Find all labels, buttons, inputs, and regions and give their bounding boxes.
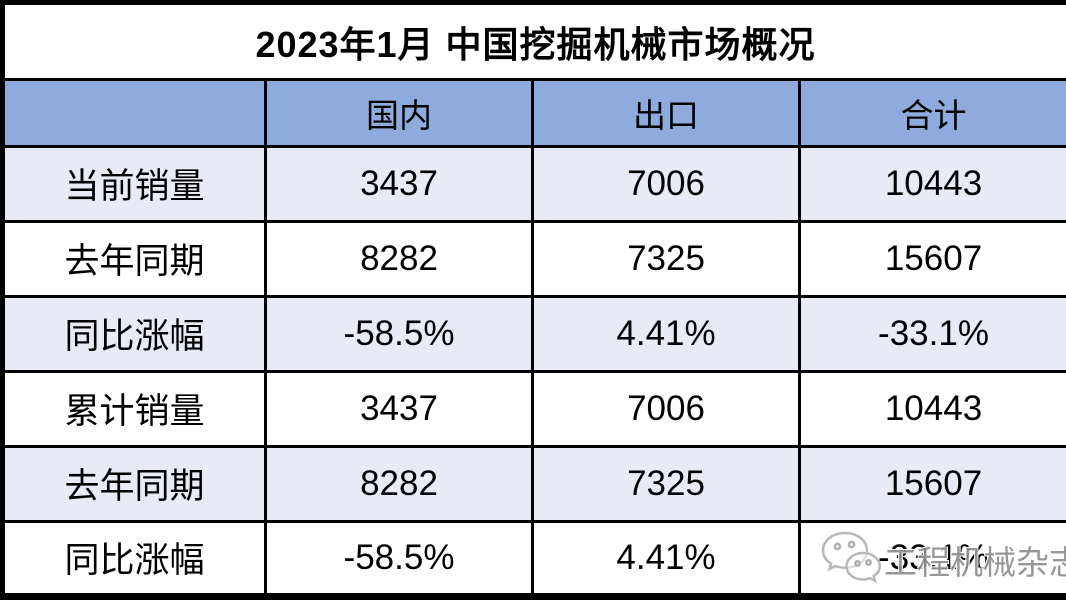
row-label: 同比涨幅	[0, 519, 267, 600]
table-row-last-year-same-period-1: 去年同期 8282 7325 15607	[0, 219, 1066, 298]
row-label: 当前销量	[0, 144, 267, 223]
cell-yoy2-export: 4.41%	[531, 519, 801, 600]
cell-yoy2-total: -33.1%	[798, 519, 1066, 600]
cell-current-total: 10443	[798, 144, 1066, 223]
row-label: 去年同期	[0, 219, 267, 298]
cell-yoy1-export: 4.41%	[531, 294, 801, 373]
table-row-cumulative-sales: 累计销量 3437 7006 10443	[0, 369, 1066, 448]
cell-cumulative-total: 10443	[798, 369, 1066, 448]
cell-lastyear2-total: 15607	[798, 444, 1066, 523]
header-cell-empty	[0, 78, 267, 148]
cell-lastyear1-total: 15607	[798, 219, 1066, 298]
header-cell-total: 合计	[798, 78, 1066, 148]
table-row-yoy-change-2: 同比涨幅 -58.5% 4.41% -33.1%	[0, 519, 1066, 600]
row-label: 去年同期	[0, 444, 267, 523]
table-title: 2023年1月 中国挖掘机械市场概况	[0, 0, 1066, 82]
header-cell-domestic: 国内	[264, 78, 534, 148]
cell-current-export: 7006	[531, 144, 801, 223]
cell-yoy2-domestic: -58.5%	[264, 519, 534, 600]
cell-lastyear1-domestic: 8282	[264, 219, 534, 298]
cell-lastyear2-export: 7325	[531, 444, 801, 523]
cell-current-domestic: 3437	[264, 144, 534, 223]
cell-lastyear1-export: 7325	[531, 219, 801, 298]
table-row-yoy-change-1: 同比涨幅 -58.5% 4.41% -33.1%	[0, 294, 1066, 373]
table-row-last-year-same-period-2: 去年同期 8282 7325 15607	[0, 444, 1066, 523]
cell-yoy1-total: -33.1%	[798, 294, 1066, 373]
cell-yoy1-domestic: -58.5%	[264, 294, 534, 373]
row-label: 累计销量	[0, 369, 267, 448]
header-cell-export: 出口	[531, 78, 801, 148]
row-label: 同比涨幅	[0, 294, 267, 373]
cell-cumulative-domestic: 3437	[264, 369, 534, 448]
cell-cumulative-export: 7006	[531, 369, 801, 448]
table-row-current-sales: 当前销量 3437 7006 10443	[0, 144, 1066, 223]
cell-lastyear2-domestic: 8282	[264, 444, 534, 523]
